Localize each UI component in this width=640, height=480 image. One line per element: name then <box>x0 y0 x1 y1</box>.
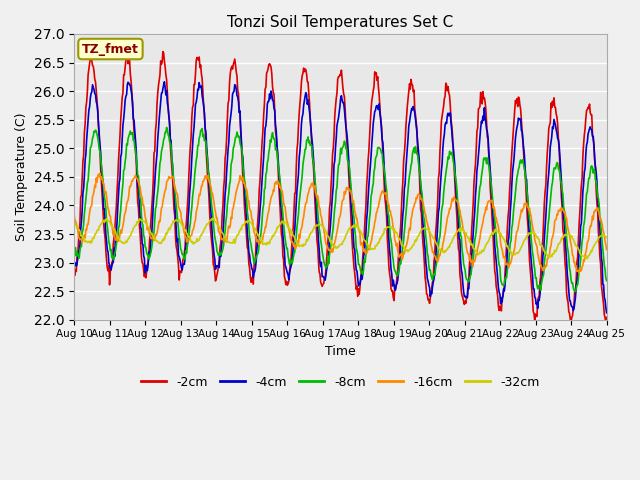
Title: Tonzi Soil Temperatures Set C: Tonzi Soil Temperatures Set C <box>227 15 453 30</box>
Legend: -2cm, -4cm, -8cm, -16cm, -32cm: -2cm, -4cm, -8cm, -16cm, -32cm <box>136 371 545 394</box>
Y-axis label: Soil Temperature (C): Soil Temperature (C) <box>15 113 28 241</box>
X-axis label: Time: Time <box>325 345 356 358</box>
Text: TZ_fmet: TZ_fmet <box>82 43 139 56</box>
